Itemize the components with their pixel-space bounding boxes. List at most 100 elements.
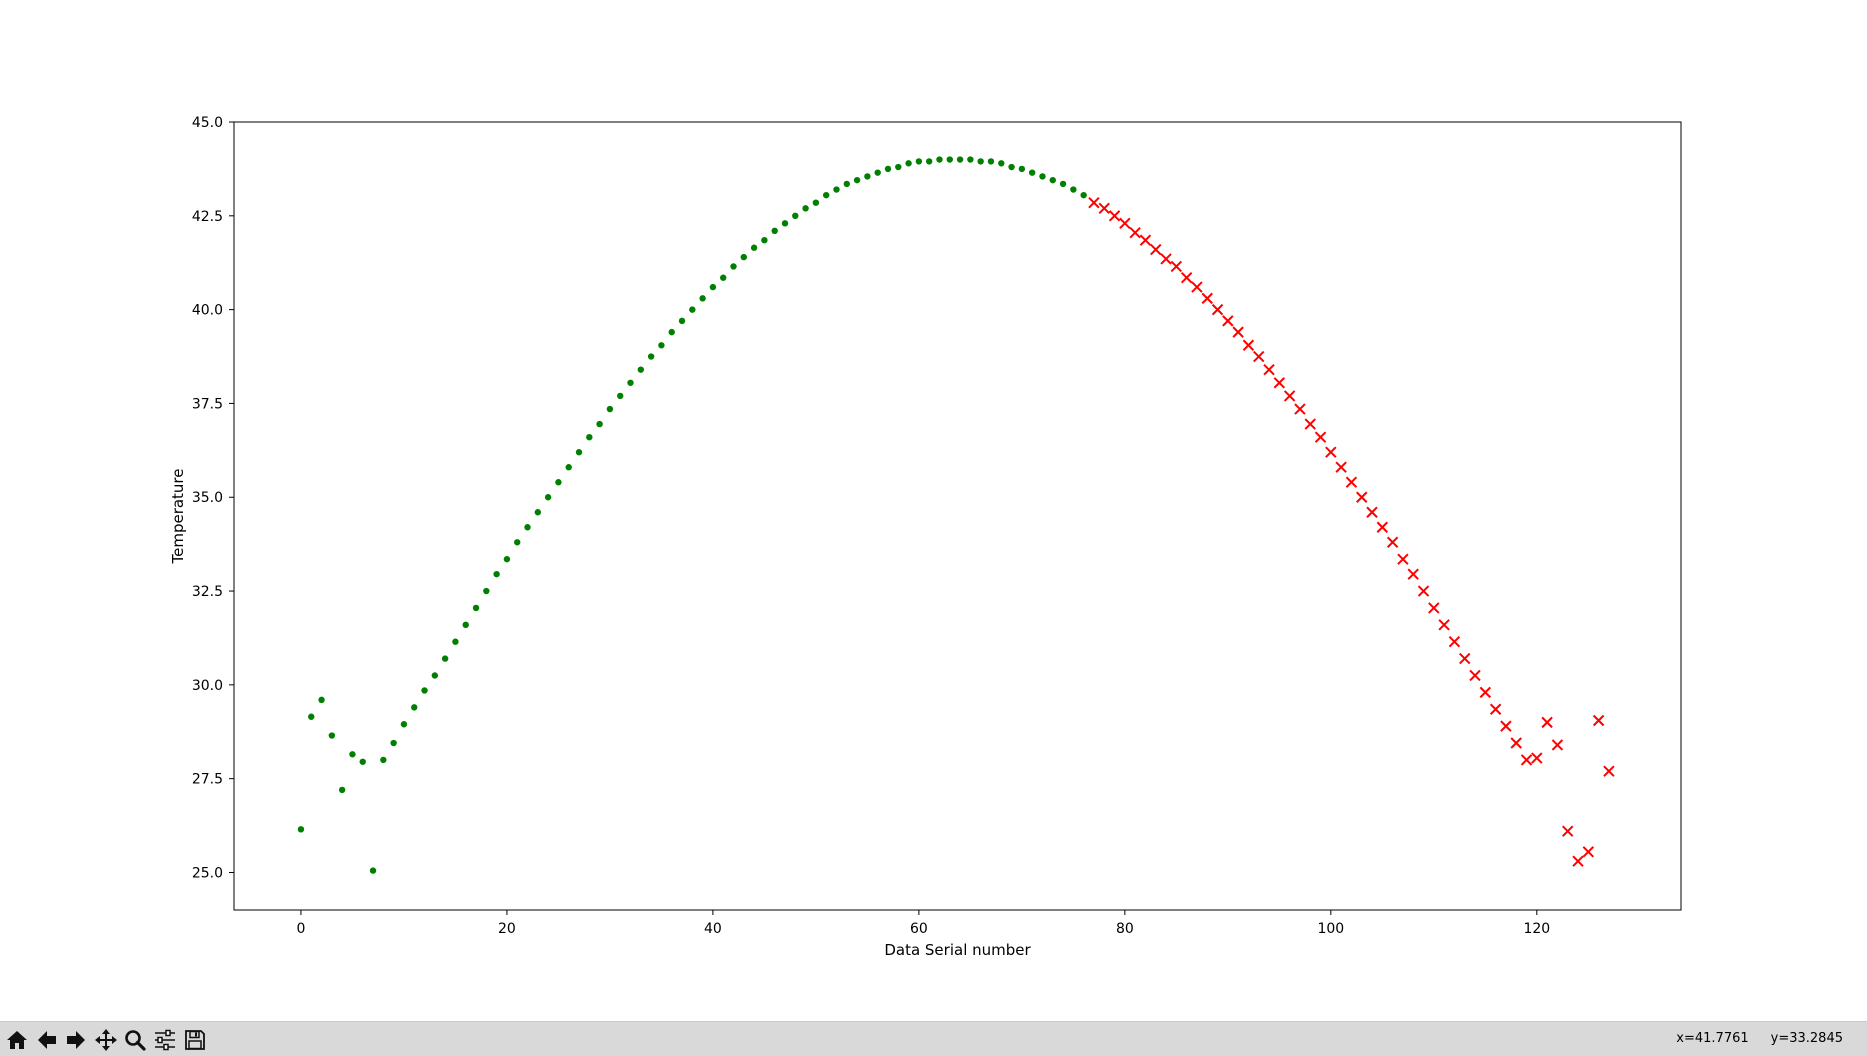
data-point-x [1325,446,1337,458]
data-point-dot [761,237,768,244]
y-tick-label: 25.0 [192,865,223,881]
forward-button[interactable] [62,1026,90,1053]
data-point-x [1428,602,1440,614]
data-point-x [1119,217,1131,230]
data-point-x [1531,752,1543,764]
home-icon [7,1030,27,1049]
data-point-dot [946,156,953,163]
y-tick-label: 45.0 [192,115,223,131]
data-point-x [1479,686,1492,699]
data-point-dot [586,434,593,441]
data-point-dot [678,317,686,325]
data-point-dot [1080,191,1087,199]
data-point-x [1098,202,1110,215]
data-point-x [1356,491,1368,503]
data-point-dot [843,180,850,188]
data-point-x [1500,720,1512,732]
data-point-dot [822,191,830,199]
x-tick-label: 120 [1523,921,1550,937]
data-point-dot [308,713,315,720]
data-point-dot [812,199,820,206]
data-point-dot [699,295,706,302]
data-point-dot [369,867,377,874]
data-point-dot [328,732,336,739]
data-point-dot [977,158,984,165]
x-tick-label: 40 [704,921,722,937]
magnifier-icon [125,1029,146,1051]
data-point-dot [792,212,799,220]
data-point-dot [936,156,943,163]
data-point-dot [400,721,408,728]
data-point-dot [555,479,562,486]
data-point-dot [493,570,500,578]
data-point-x [1386,536,1399,548]
axes-frame [233,121,1682,911]
data-point-x [1253,350,1265,363]
data-point-dot [297,826,305,833]
data-point-dot [637,366,645,373]
data-point-dot [606,405,614,413]
data-point-x [1592,714,1605,727]
figure-canvas[interactable]: 0 20 40 60 80 100 120 25.0 27.5 30.0 32.5 35.0 37.5… [0,0,1867,1021]
data-point-dot [617,392,624,400]
scatter-plot[interactable]: 0 20 40 60 80 100 120 25.0 27.5 30.0 32.5 35.0 37.5… [0,0,1867,1021]
data-point-dot [452,638,459,645]
data-point-x [1551,739,1564,751]
data-point-dot [864,173,871,180]
x-axis: 0 20 40 60 80 100 120 [296,910,1550,937]
data-point-dot [524,524,531,531]
data-point-x [1263,363,1275,376]
data-point-dot [1008,163,1015,171]
data-point-x [1242,339,1255,351]
data-point-dot [380,756,387,764]
data-point-x [1232,326,1244,338]
data-point-dot [411,704,418,711]
data-point-x [1417,585,1430,597]
move-icon [95,1028,117,1051]
home-button[interactable] [3,1026,31,1053]
data-point-dot [544,494,552,501]
arrow-left-icon [38,1030,56,1049]
cursor-x-readout: x=41.7761 [1676,1031,1749,1046]
x-tick-label: 80 [1116,921,1134,937]
y-tick-label: 42.5 [192,209,223,225]
back-button[interactable] [33,1026,61,1053]
data-point-x [1603,765,1615,777]
save-button[interactable] [181,1026,209,1053]
data-point-x [1448,635,1461,648]
data-point-dot [709,283,717,291]
data-point-x [1108,210,1121,222]
data-point-x [1314,431,1327,443]
data-point-x [1088,196,1100,209]
data-point-dot [1059,180,1067,188]
data-point-x [1129,226,1141,239]
data-point-dot [771,227,778,235]
y-tick-label: 35.0 [192,490,223,506]
data-point-dot [740,253,747,261]
zoom-button[interactable] [121,1026,149,1053]
data-point-dot [503,555,511,563]
data-point-x [1160,253,1172,265]
data-point-dot [441,655,449,662]
data-point-x [1407,568,1419,580]
data-point-x [1397,553,1409,565]
data-point-x [1541,716,1553,729]
data-point-x [1459,652,1471,665]
data-point-dot [719,274,727,281]
data-point-dot [853,176,861,184]
data-point-x [1438,619,1450,631]
y-tick-label: 32.5 [192,584,223,600]
data-point-dot [956,156,964,163]
pan-button[interactable] [92,1026,120,1053]
y-tick-label: 27.5 [192,772,223,788]
data-point-dot [1018,165,1026,173]
configure-subplots-button[interactable] [151,1026,179,1053]
data-point-x [1283,390,1296,402]
sliders-icon [155,1029,175,1050]
data-point-dot [1049,176,1056,184]
data-point-dot [925,158,933,165]
data-point-dot [338,786,346,794]
data-point-x [1520,754,1533,766]
data-point-dot [884,165,892,173]
data-point-x [1304,418,1316,430]
